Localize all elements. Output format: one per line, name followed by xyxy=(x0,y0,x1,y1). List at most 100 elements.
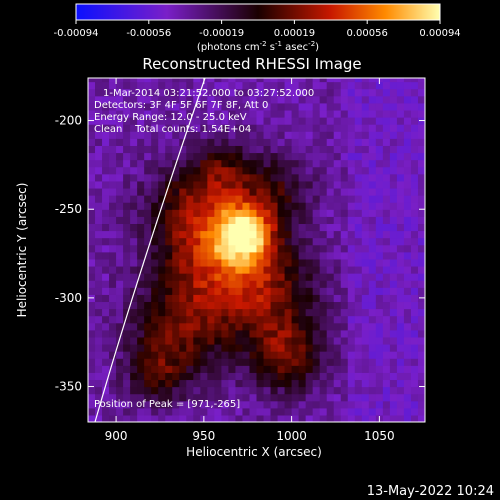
heatmap-cell xyxy=(354,102,363,111)
heatmap-cell xyxy=(312,351,321,359)
heatmap-cell xyxy=(95,216,103,225)
heatmap-cell xyxy=(95,336,103,345)
heatmap-cell xyxy=(410,138,419,146)
colorbar: -0.00094 -0.00056 -0.00019 0.00019 0.00056 0.… xyxy=(54,3,461,53)
heatmap-cell xyxy=(396,386,405,395)
heatmap-cell xyxy=(109,187,117,196)
heatmap-cell xyxy=(235,195,244,203)
heatmap-cell xyxy=(102,78,110,83)
heatmap-cell xyxy=(284,336,293,345)
heatmap-cell xyxy=(207,195,215,203)
heatmap-cell xyxy=(333,280,342,288)
heatmap-cell xyxy=(291,166,300,175)
heatmap-cell xyxy=(298,173,307,182)
heatmap-cell xyxy=(347,109,356,118)
heatmap-cell xyxy=(403,131,412,139)
heatmap-cell xyxy=(102,237,110,246)
heatmap-cell xyxy=(88,244,96,253)
heatmap-cell xyxy=(298,365,307,373)
heatmap-cell xyxy=(354,202,363,210)
heatmap-cell xyxy=(214,329,222,338)
heatmap-cell xyxy=(410,237,419,246)
heatmap-cell xyxy=(319,152,328,161)
heatmap-cell xyxy=(249,88,258,97)
heatmap-cell xyxy=(410,372,419,381)
heatmap-cell xyxy=(165,195,173,203)
heatmap-cell xyxy=(242,287,251,295)
heatmap-cell xyxy=(172,301,180,310)
heatmap-cell xyxy=(333,315,342,324)
heatmap-cell xyxy=(109,329,117,338)
heatmap-cell xyxy=(88,280,96,288)
heatmap-cell xyxy=(417,379,425,388)
heatmap-cell xyxy=(193,365,201,373)
heatmap-cell xyxy=(102,95,110,104)
heatmap-cell xyxy=(277,237,286,246)
heatmap-cell xyxy=(326,301,335,310)
heatmap-cell xyxy=(109,124,117,132)
heatmap-cell xyxy=(361,273,370,281)
heatmap-cell xyxy=(291,379,300,388)
heatmap-cell xyxy=(361,237,370,246)
heatmap-cell xyxy=(144,209,152,217)
heatmap-cell xyxy=(361,88,370,97)
heatmap-cell xyxy=(368,230,377,239)
heatmap-cell xyxy=(410,88,419,97)
heatmap-cell xyxy=(228,131,237,139)
heatmap-cell xyxy=(270,407,279,416)
heatmap-cell xyxy=(326,372,335,381)
heatmap-cell xyxy=(396,230,405,239)
heatmap-cell xyxy=(88,195,96,203)
heatmap-cell xyxy=(109,322,117,331)
heatmap-cell xyxy=(347,78,356,83)
heatmap-cell xyxy=(298,159,307,168)
heatmap-cell xyxy=(277,124,286,132)
heatmap-cell xyxy=(326,81,335,90)
heatmap-cell xyxy=(186,372,194,381)
heatmap-cell xyxy=(270,145,279,154)
heatmap-cell xyxy=(312,407,321,416)
heatmap-cell xyxy=(144,230,152,239)
heatmap-cell xyxy=(158,265,166,274)
heatmap-cell xyxy=(116,95,124,104)
heatmap-cell xyxy=(340,166,349,175)
heatmap-cell xyxy=(193,287,201,295)
heatmap-cell xyxy=(361,287,370,295)
heatmap-cell xyxy=(158,88,166,97)
heatmap-cell xyxy=(123,216,131,225)
heatmap-cell xyxy=(102,386,110,395)
heatmap-cell xyxy=(179,78,187,83)
heatmap-cell xyxy=(326,159,335,168)
heatmap-cell xyxy=(221,88,230,97)
heatmap-cell xyxy=(277,414,286,422)
heatmap-cell xyxy=(333,343,342,352)
heatmap-cell xyxy=(123,209,131,217)
heatmap-cell xyxy=(88,95,96,104)
heatmap-cell xyxy=(368,81,377,90)
heatmap-cell xyxy=(151,216,159,225)
heatmap-cell xyxy=(354,251,363,260)
heatmap-cell xyxy=(235,180,244,189)
heatmap-cell xyxy=(242,414,251,422)
heatmap-cell xyxy=(354,294,363,303)
heatmap-cell xyxy=(123,393,131,402)
heatmap-cell xyxy=(312,315,321,324)
heatmap-cell xyxy=(403,400,412,409)
heatmap-cell xyxy=(151,88,159,97)
heatmap-cell xyxy=(165,372,173,381)
heatmap-cell xyxy=(95,400,103,409)
heatmap-cell xyxy=(130,393,138,402)
heatmap-cell xyxy=(333,131,342,139)
heatmap-cell xyxy=(347,365,356,373)
heatmap-cell xyxy=(382,95,391,104)
heatmap-cell xyxy=(207,109,215,118)
heatmap-cell xyxy=(200,244,208,253)
heatmap-cell xyxy=(319,294,328,303)
heatmap-cell xyxy=(179,343,187,352)
heatmap-cell xyxy=(130,265,138,274)
heatmap-cell xyxy=(333,308,342,317)
heatmap-cell xyxy=(235,102,244,111)
heatmap-cell xyxy=(228,336,237,345)
heatmap-cell xyxy=(123,365,131,373)
heatmap-cell xyxy=(284,280,293,288)
